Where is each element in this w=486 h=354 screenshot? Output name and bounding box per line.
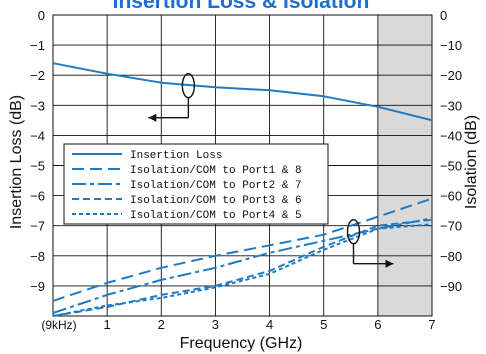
- x-tick-label: 7: [428, 317, 435, 332]
- y-right-tick-label: −40: [440, 128, 462, 143]
- y-left-tick-label: −6: [30, 189, 45, 204]
- y-left-tick-label: −8: [30, 249, 45, 264]
- y-right-tick-label: −60: [440, 189, 462, 204]
- legend-label: Insertion Loss: [130, 150, 222, 162]
- x-tick-labels: (9kHz) 1 2 3 4 5 6 7: [41, 317, 435, 332]
- annotations: [148, 73, 394, 268]
- y-right-tick-label: −80: [440, 249, 462, 264]
- x-tick-label: 6: [374, 317, 381, 332]
- y-left-tick-label: −2: [30, 68, 45, 83]
- x-tick-label: 1: [104, 317, 111, 332]
- y-left-tick-label: −1: [30, 38, 45, 53]
- y-right-tick-label: −50: [440, 159, 462, 174]
- y-left-tick-labels: 0 −1 −2 −3 −4 −5 −6 −7 −8 −9: [30, 8, 45, 294]
- annotation-arrowhead: [385, 259, 394, 268]
- x-tick-label: 4: [266, 317, 273, 332]
- y-right-tick-label: −90: [440, 279, 462, 294]
- y-left-tick-label: −9: [30, 279, 45, 294]
- y-left-tick-label: −3: [30, 98, 45, 113]
- x-axis-label: Frequency (GHz): [180, 335, 303, 352]
- annotation-arrowhead: [148, 113, 157, 122]
- y-right-axis-label: Isolation (dB): [463, 115, 480, 209]
- series-line-5: [52, 223, 433, 317]
- y-right-tick-label: −20: [440, 68, 462, 83]
- y-left-tick-label: −4: [30, 128, 45, 143]
- y-left-tick-label: −5: [30, 159, 45, 174]
- y-right-tick-label: −30: [440, 98, 462, 113]
- y-left-axis-label: Insertion Loss (dB): [8, 95, 25, 229]
- series-lines: [52, 62, 433, 317]
- x-tick-label: 3: [212, 317, 219, 332]
- legend-label: Isolation/COM to Port4 & 5: [130, 210, 302, 222]
- x-tick-label: 2: [158, 317, 165, 332]
- y-right-tick-label: −10: [440, 38, 462, 53]
- legend-label: Isolation/COM to Port2 & 7: [130, 180, 302, 192]
- legend: Insertion Loss Isolation/COM to Port1 & 8…: [63, 143, 329, 225]
- chart-title: Insertion Loss & Isolation: [113, 0, 370, 13]
- legend-label: Isolation/COM to Port3 & 6: [130, 195, 302, 207]
- x-tick-label: 5: [320, 317, 327, 332]
- y-right-tick-label: 0: [440, 8, 447, 23]
- legend-label: Isolation/COM to Port1 & 8: [130, 165, 302, 177]
- plot-frame: [52, 14, 433, 317]
- annotation-circle: [346, 219, 361, 245]
- series-line-3: [52, 217, 433, 314]
- series-line-2: [52, 197, 433, 302]
- y-left-tick-label: −7: [30, 219, 45, 234]
- x-tick-label: (9kHz): [41, 318, 76, 332]
- y-left-tick-label: 0: [38, 8, 45, 23]
- y-right-tick-labels: 0 −10 −20 −30 −40 −50 −60 −70 −80 −90: [440, 8, 462, 294]
- y-right-tick-label: −70: [440, 219, 462, 234]
- series-line-1: [52, 62, 433, 122]
- series-line-4: [52, 218, 433, 317]
